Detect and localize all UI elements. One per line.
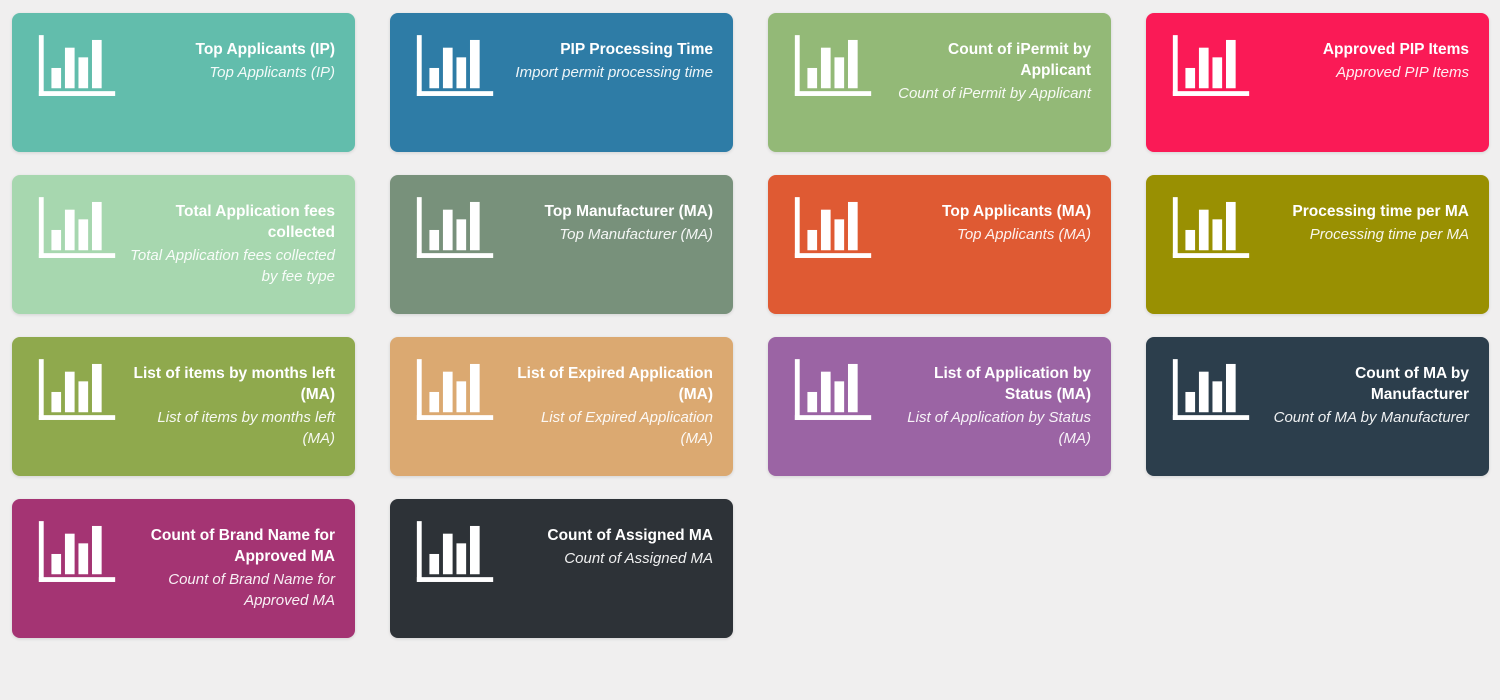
tile-subtitle: Approved PIP Items [1336,64,1469,81]
dashboard-tile-total-application-fees-collected[interactable]: Total Application fees collected Total A… [12,175,355,314]
tile-text: PIP Processing Time Import permit proces… [508,39,713,83]
dashboard-tile-top-applicants-ma[interactable]: Top Applicants (MA) Top Applicants (MA) [768,175,1111,314]
bar-chart-icon [1169,35,1254,99]
dashboard-tile-top-applicants-ip[interactable]: Top Applicants (IP) Top Applicants (IP) [12,13,355,152]
tile-subtitle: Top Applicants (MA) [957,226,1091,243]
tile-subtitle: List of Expired Application (MA) [540,409,713,447]
tile-text: Processing time per MA Processing time p… [1264,201,1469,245]
tile-title: Count of iPermit by Applicant [948,41,1091,79]
bar-chart-icon [413,35,498,99]
bar-chart-icon [35,197,120,261]
tile-title: PIP Processing Time [560,41,713,58]
tile-subtitle: List of items by months left (MA) [157,409,335,447]
tile-subtitle: Processing time per MA [1309,226,1469,243]
tile-title: Top Applicants (MA) [942,203,1091,220]
dashboard-tile-count-of-brand-name-for-approved-ma[interactable]: Count of Brand Name for Approved MA Coun… [12,499,355,638]
tile-text: Count of Brand Name for Approved MA Coun… [130,525,335,611]
dashboard-tile-processing-time-per-ma[interactable]: Processing time per MA Processing time p… [1146,175,1489,314]
tile-subtitle: Top Applicants (IP) [209,64,335,81]
bar-chart-icon [35,521,120,585]
tile-text: Count of MA by Manufacturer Count of MA … [1264,363,1469,428]
bar-chart-icon [413,197,498,261]
bar-chart-icon [791,197,876,261]
tile-subtitle: Import permit processing time [515,64,713,81]
bar-chart-icon [413,359,498,423]
tile-subtitle: List of Application by Status (MA) [907,409,1091,447]
tile-text: List of Application by Status (MA) List … [886,363,1091,449]
bar-chart-icon [1169,197,1254,261]
tile-text: Top Applicants (MA) Top Applicants (MA) [886,201,1091,245]
dashboard-tile-pip-processing-time[interactable]: PIP Processing Time Import permit proces… [390,13,733,152]
tile-text: List of items by months left (MA) List o… [130,363,335,449]
tile-text: List of Expired Application (MA) List of… [508,363,713,449]
tile-text: Count of Assigned MA Count of Assigned M… [508,525,713,569]
tile-title: Count of Brand Name for Approved MA [150,527,335,565]
tile-text: Top Applicants (IP) Top Applicants (IP) [130,39,336,83]
bar-chart-icon [35,359,120,423]
tile-subtitle: Count of Assigned MA [564,550,713,567]
tile-title: List of Application by Status (MA) [933,365,1091,403]
tile-title: Total Application fees collected [175,203,335,241]
dashboard-tile-count-of-ma-by-manufacturer[interactable]: Count of MA by Manufacturer Count of MA … [1146,337,1489,476]
bar-chart-icon [791,35,876,99]
dashboard-tile-list-of-application-by-status-ma[interactable]: List of Application by Status (MA) List … [768,337,1111,476]
dashboard-tile-count-of-ipermit-by-applicant[interactable]: Count of iPermit by Applicant Count of i… [768,13,1111,152]
dashboard-tile-approved-pip-items[interactable]: Approved PIP Items Approved PIP Items [1146,13,1489,152]
tile-text: Top Manufacturer (MA) Top Manufacturer (… [508,201,713,245]
tile-title: Processing time per MA [1292,203,1469,220]
bar-chart-icon [413,521,498,585]
tile-title: List of items by months left (MA) [133,365,335,403]
tile-title: Top Applicants (IP) [195,41,336,58]
tile-subtitle: Count of MA by Manufacturer [1273,409,1469,426]
bar-chart-icon [1169,359,1254,423]
dashboard-tile-grid: Top Applicants (IP) Top Applicants (IP) … [12,13,1489,638]
tile-subtitle: Total Application fees collected by fee … [130,247,335,285]
tile-text: Count of iPermit by Applicant Count of i… [886,39,1091,104]
tile-subtitle: Top Manufacturer (MA) [559,226,713,243]
bar-chart-icon [791,359,876,423]
dashboard-tile-count-of-assigned-ma[interactable]: Count of Assigned MA Count of Assigned M… [390,499,733,638]
tile-subtitle: Count of Brand Name for Approved MA [168,571,335,609]
tile-title: Count of MA by Manufacturer [1355,365,1469,403]
tile-text: Approved PIP Items Approved PIP Items [1264,39,1469,83]
bar-chart-icon [35,35,120,99]
tile-title: Approved PIP Items [1322,41,1469,58]
tile-subtitle: Count of iPermit by Applicant [898,85,1091,102]
tile-title: Top Manufacturer (MA) [544,203,713,220]
tile-title: Count of Assigned MA [547,527,713,544]
dashboard-tile-list-of-expired-application-ma[interactable]: List of Expired Application (MA) List of… [390,337,733,476]
tile-text: Total Application fees collected Total A… [130,201,335,287]
dashboard-tile-top-manufacturer-ma[interactable]: Top Manufacturer (MA) Top Manufacturer (… [390,175,733,314]
tile-title: List of Expired Application (MA) [517,365,713,403]
dashboard-tile-list-of-items-by-months-left-ma[interactable]: List of items by months left (MA) List o… [12,337,355,476]
